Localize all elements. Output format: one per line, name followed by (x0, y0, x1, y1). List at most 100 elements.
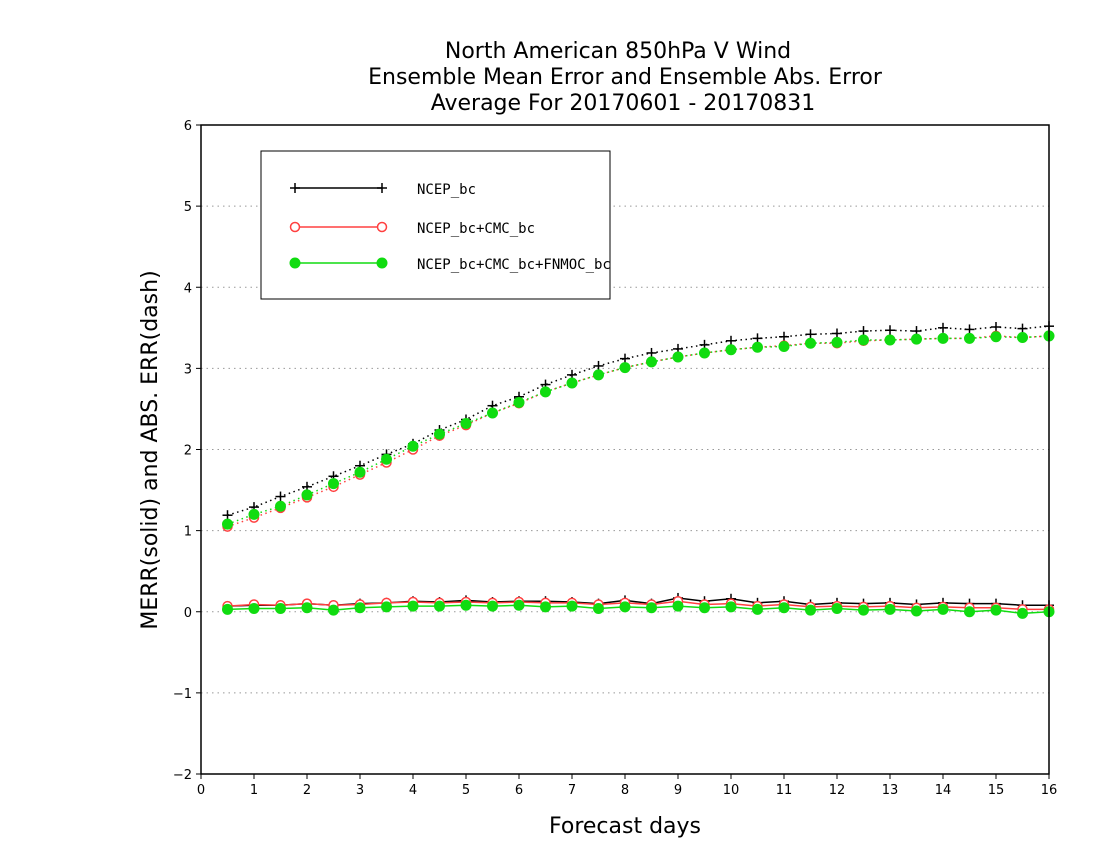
plot-series (222, 321, 1055, 619)
merr-point (937, 603, 949, 615)
x-tick-label: 12 (829, 783, 846, 798)
abs-err-point (990, 331, 1002, 343)
legend-swatch-marker (376, 257, 388, 269)
legend-label: NCEP_bc (417, 182, 476, 198)
y-tick-label: −1 (173, 687, 192, 702)
abs-err-point (779, 331, 789, 342)
merr-point (964, 606, 975, 618)
legend-swatch-marker (377, 183, 387, 193)
x-tick-label: 10 (723, 783, 740, 798)
series-3 (222, 330, 1055, 619)
legend-entry-2: NCEP_bc+CMC_bc (289, 221, 535, 237)
abs-err-point (407, 440, 419, 452)
abs-err-point (672, 351, 684, 363)
merr-point (248, 603, 260, 615)
x-tick-label: 3 (356, 783, 364, 798)
series-2 (222, 330, 1055, 615)
abs-err-point (222, 518, 233, 530)
legend-entries: NCEP_bc NCEP_bc+CMC_bc NCEP_bc+CMC_bc+FNMO… (289, 182, 611, 273)
abs-err-point (566, 377, 578, 389)
abs-err-point (248, 508, 260, 520)
abs-err-point (858, 326, 869, 337)
abs-err-line (227, 335, 1050, 525)
legend-entry-3: NCEP_bc+CMC_bc+FNMOC_bc (289, 257, 611, 273)
legend-swatch-marker (376, 221, 388, 233)
y-tick-label: −2 (173, 768, 192, 783)
merr-point (831, 603, 843, 615)
abs-err-point (275, 500, 286, 512)
abs-err-point (275, 491, 286, 502)
legend-swatch-marker (289, 221, 301, 233)
merr-point (407, 600, 419, 612)
abs-err-point (620, 353, 630, 364)
abs-err-line (227, 325, 1050, 516)
abs-err-point (593, 360, 604, 371)
abs-err-point (805, 329, 816, 340)
x-tick-label: 5 (462, 783, 470, 798)
x-tick-label: 2 (303, 783, 311, 798)
abs-err-point (884, 334, 896, 346)
y-tick-label: 4 (184, 281, 192, 296)
x-tick-label: 7 (568, 783, 576, 798)
merr-point (884, 603, 896, 615)
chart-title-line-3: Average For 20170601 - 20170831 (431, 91, 816, 116)
merr-point (513, 599, 525, 611)
y-axis: −2 −1 0 1 2 3 4 5 6 (173, 119, 201, 783)
merr-point (990, 604, 1002, 616)
x-tick-label: 9 (674, 783, 682, 798)
abs-err-point (354, 466, 366, 478)
abs-err-point (937, 332, 949, 344)
abs-err-point (832, 328, 842, 339)
merr-point (434, 600, 445, 612)
y-tick-label: 5 (184, 200, 192, 215)
abs-err-point (593, 369, 604, 381)
merr-point (725, 601, 737, 613)
merr-point (619, 601, 631, 613)
y-tick-label: 1 (184, 525, 192, 540)
merr-point (460, 599, 472, 611)
abs-err-point (1017, 323, 1028, 334)
legend-box (260, 150, 611, 300)
abs-err-point (619, 362, 631, 374)
merr-point (778, 602, 790, 614)
merr-point (540, 601, 551, 613)
y-axis-label: MERR(solid) and ABS. ERR(dash) (138, 270, 163, 629)
legend: NCEP_bc NCEP_bc+CMC_bc NCEP_bc+CMC_bc+FNMO… (260, 150, 611, 300)
legend-entry-1: NCEP_bc (290, 182, 476, 198)
abs-err-point (991, 322, 1001, 333)
abs-err-point (381, 453, 392, 465)
abs-err-point (885, 325, 895, 336)
y-tick-label: 3 (184, 362, 192, 377)
x-tick-label: 4 (409, 783, 417, 798)
x-tick-label: 13 (882, 783, 899, 798)
abs-err-point (964, 324, 975, 335)
abs-err-point (434, 428, 445, 440)
merr-point (752, 603, 763, 615)
legend-label: NCEP_bc+CMC_bc+FNMOC_bc (417, 257, 611, 273)
x-tick-label: 6 (515, 783, 523, 798)
abs-err-point (540, 386, 551, 398)
merr-point (354, 602, 366, 614)
merr-point (646, 602, 657, 614)
legend-label: NCEP_bc+CMC_bc (417, 221, 535, 237)
abs-err-point (646, 347, 657, 358)
abs-err-point (725, 344, 737, 356)
merr-point (487, 600, 498, 612)
abs-err-point (460, 418, 472, 430)
x-axis-label: Forecast days (549, 814, 701, 839)
merr-point (566, 600, 578, 612)
abs-err-point (487, 407, 498, 419)
merr-point (911, 605, 922, 617)
chart-title-line-2: Ensemble Mean Error and Ensemble Abs. Er… (368, 65, 883, 90)
merr-point (593, 603, 604, 615)
x-tick-label: 8 (621, 783, 629, 798)
merr-point (275, 603, 286, 615)
abs-err-point (911, 333, 922, 345)
merr-point (672, 600, 684, 612)
merr-point (805, 604, 816, 616)
x-tick-label: 11 (776, 783, 793, 798)
merr-point (858, 604, 869, 616)
merr-point (328, 604, 339, 616)
abs-err-point (778, 340, 790, 352)
